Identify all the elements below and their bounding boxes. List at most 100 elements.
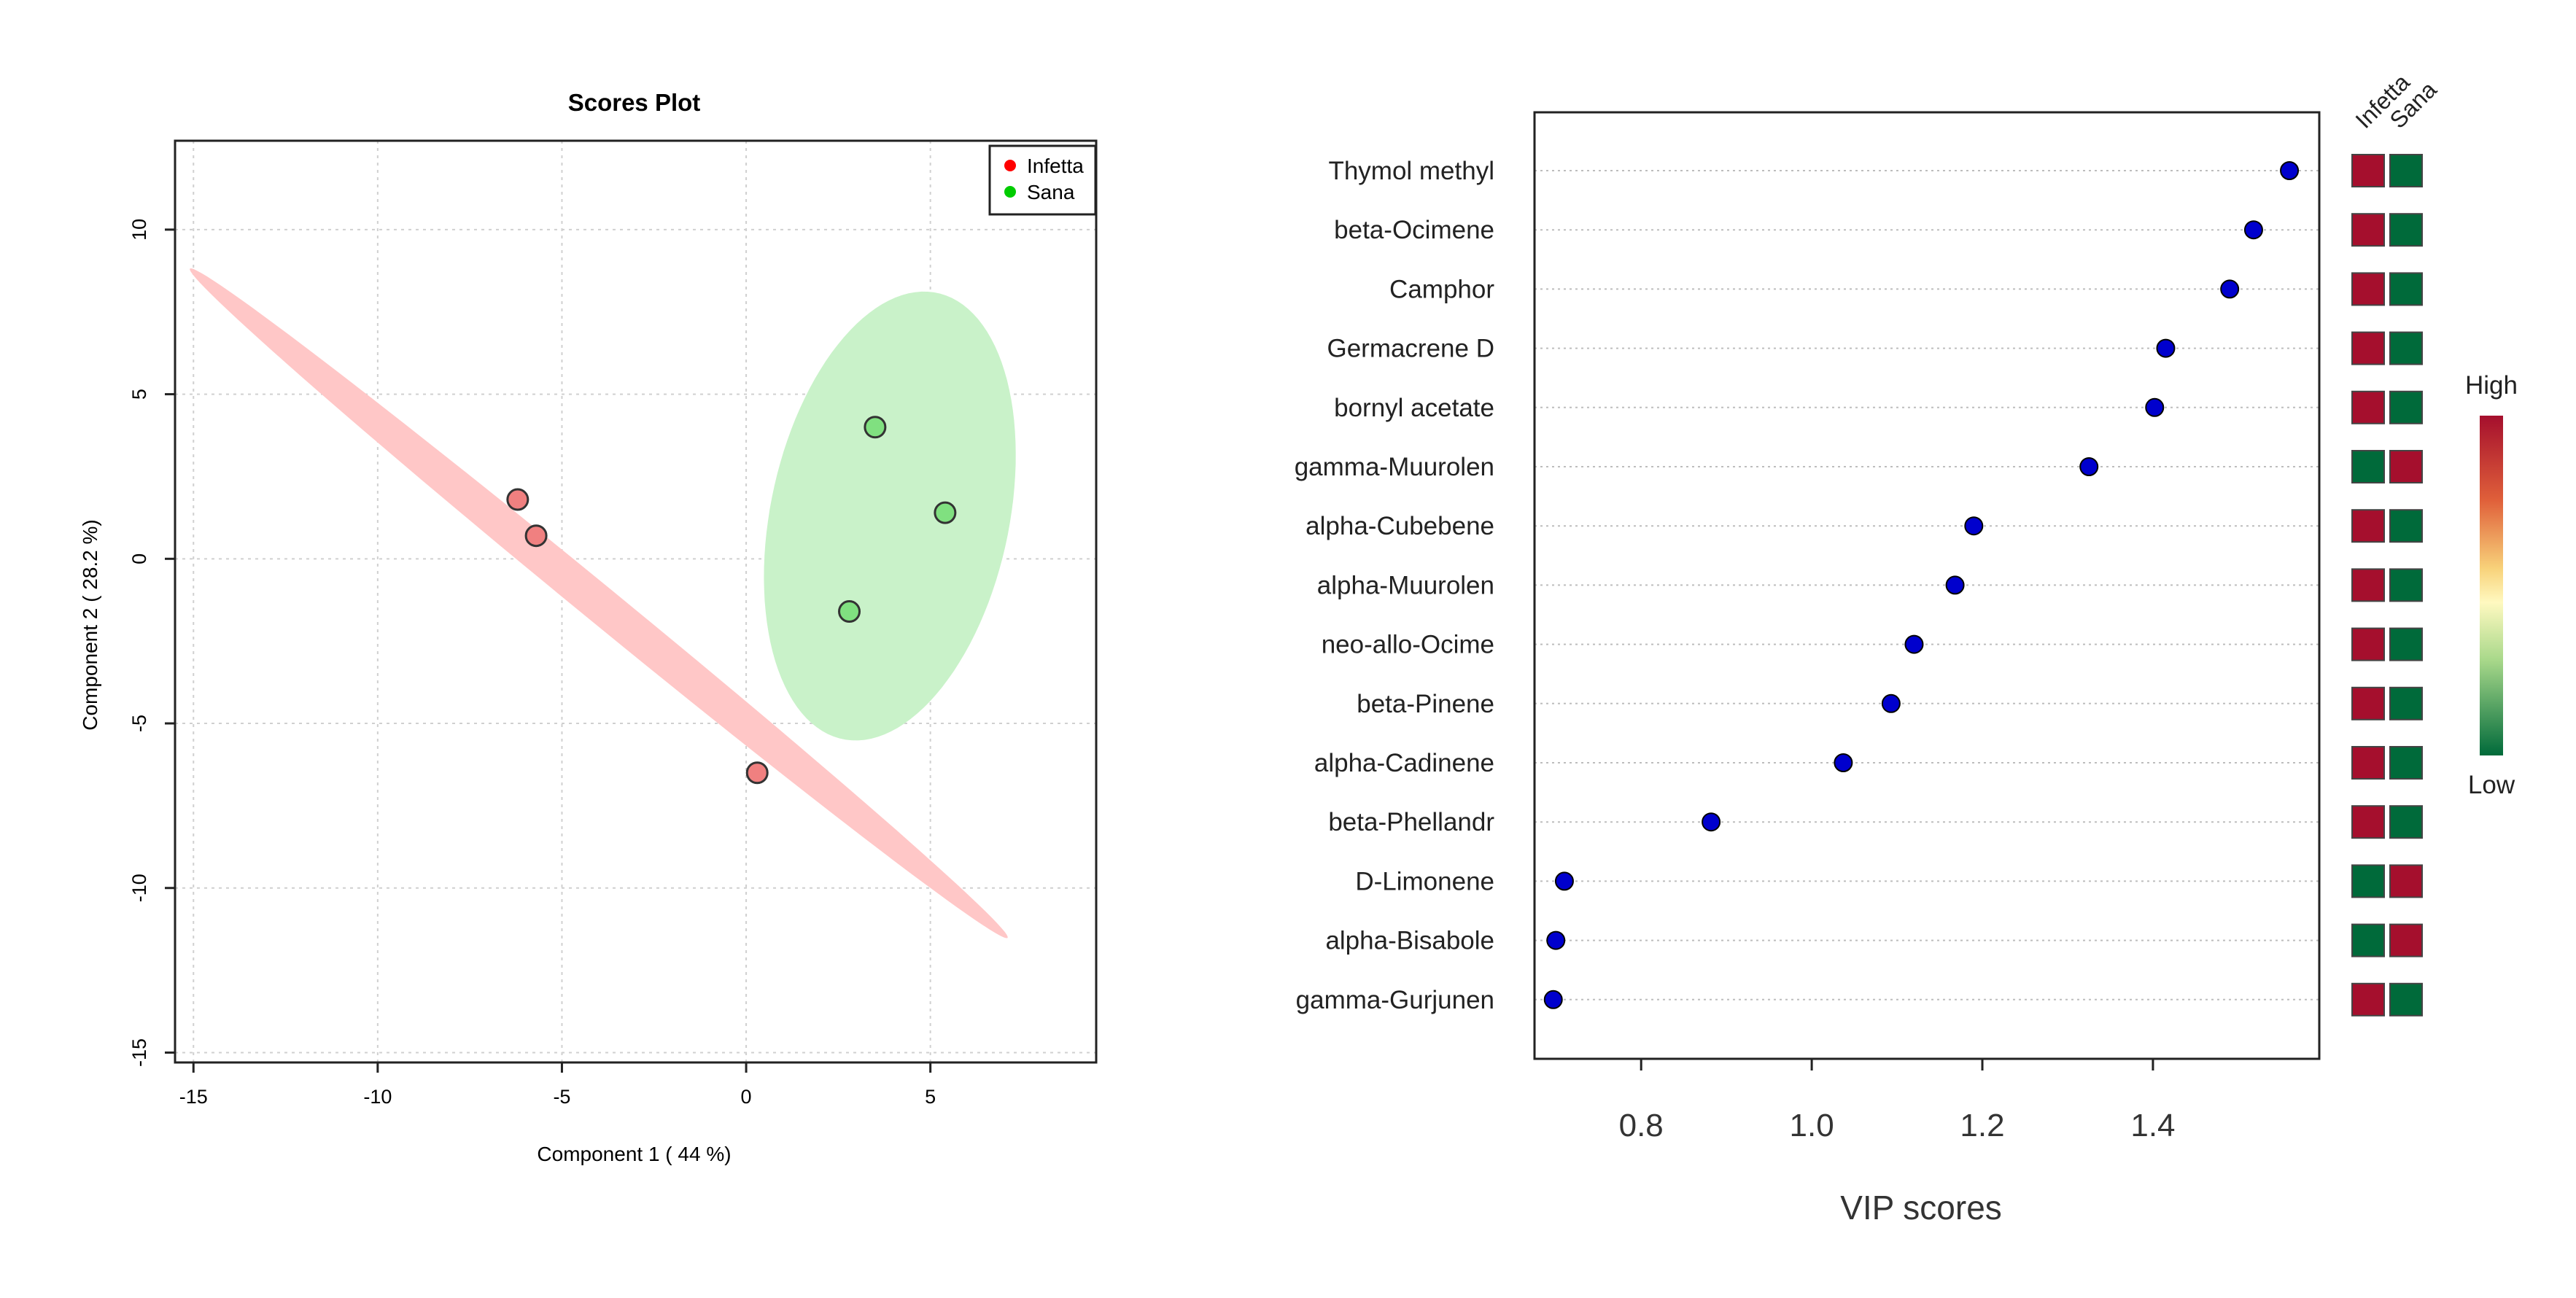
data-point-sana [934, 501, 957, 524]
feature-label: neo-allo-Ocime [1322, 631, 1494, 659]
heatmap-cell-sana [2389, 982, 2423, 1017]
x-tick-label: 0.8 [1619, 1108, 1664, 1143]
feature-label: alpha-Bisabole [1325, 927, 1494, 955]
heatmap-cell-infetta [2351, 686, 2385, 720]
chart-title: Scores Plot [568, 89, 701, 116]
heatmap-cell-sana [2389, 213, 2423, 247]
feature-label: beta-Pinene [1357, 690, 1494, 718]
feature-label: alpha-Cubebene [1306, 512, 1494, 540]
legend-marker-infetta [1004, 160, 1016, 171]
feature-label: beta-Ocimene [1334, 216, 1494, 244]
vip-point [1546, 930, 1566, 950]
feature-label: gamma-Gurjunen [1296, 986, 1494, 1014]
colorbar-high-label: High [2465, 371, 2518, 400]
scores-plot: -15 -10 -5 0 5 -15 -10 -5 0 5 10 Scores Plot Compone… [79, 89, 1098, 1165]
confidence-ellipse-infetta [190, 268, 1008, 938]
x-tick-label: 5 [925, 1086, 936, 1108]
heatmap-cell-sana [2389, 568, 2423, 602]
heatmap-cell-infetta [2351, 213, 2385, 247]
heatmap-cell-sana [2389, 627, 2423, 661]
heatmap-cell-sana [2389, 154, 2423, 187]
feature-label: alpha-Cadinene [1314, 749, 1494, 777]
data-point-sana [864, 416, 887, 439]
heatmap-cell-infetta [2351, 923, 2385, 957]
feature-label: gamma-Muurolen [1295, 453, 1494, 481]
data-point-sana [838, 600, 861, 623]
x-axis-label: Component 1 ( 44 %) [537, 1143, 731, 1165]
legend: Infetta Sana [988, 144, 1097, 216]
vip-point [1881, 693, 1901, 713]
heatmap-cell-infetta [2351, 331, 2385, 365]
heatmap-cell-sana [2389, 864, 2423, 898]
vip-point [1554, 871, 1574, 891]
heatmap-cell-sana [2389, 509, 2423, 543]
vip-point [1834, 753, 1853, 772]
feature-label: Germacrene D [1327, 335, 1494, 363]
y-axis-label: Component 2 ( 28.2 %) [79, 519, 101, 731]
heatmap-cell-infetta [2351, 805, 2385, 839]
feature-label: beta-Phellandr [1328, 808, 1494, 836]
heatmap-cell-infetta [2351, 272, 2385, 306]
y-tick-label: 0 [128, 553, 150, 564]
data-point-infetta [745, 761, 769, 785]
heatmap-cell-sana [2389, 272, 2423, 306]
heatmap-cell-infetta [2351, 450, 2385, 483]
heatmap-cell-infetta [2351, 509, 2385, 543]
heatmap-cell-sana [2389, 390, 2423, 424]
heatmap-cell-infetta [2351, 864, 2385, 898]
heatmap-cell-infetta [2351, 568, 2385, 602]
legend-label-infetta: Infetta [1027, 155, 1084, 177]
vip-point [1945, 575, 1965, 595]
colorbar [2480, 416, 2503, 755]
heatmap-cell-sana [2389, 450, 2423, 483]
y-tick-label: 10 [128, 219, 150, 241]
legend-label-sana: Sana [1027, 181, 1075, 203]
legend-box [988, 144, 1097, 216]
vip-point [1904, 634, 1924, 654]
y-tick-label: 5 [128, 389, 150, 400]
confidence-ellipse-sana [764, 291, 1016, 741]
vip-point [1543, 990, 1563, 1009]
y-tick-label: -15 [128, 1038, 150, 1067]
heatmap-cell-infetta [2351, 746, 2385, 780]
vip-point [2280, 161, 2300, 180]
vip-plot: Thymol methyl beta-Ocimene Camphor Germacre… [1295, 69, 2518, 1227]
heatmap-cell-sana [2389, 746, 2423, 780]
feature-label: alpha-Muurolen [1317, 571, 1494, 599]
data-point-infetta [524, 524, 548, 548]
vip-point [2079, 457, 2099, 476]
plot-frame [1533, 111, 2321, 1060]
vip-point [1964, 516, 1984, 536]
feature-label: bornyl acetate [1334, 394, 1494, 422]
x-axis-label: VIP scores [1840, 1189, 2002, 1227]
legend-marker-sana [1004, 186, 1016, 198]
y-tick-label: -5 [128, 715, 150, 732]
feature-label: Thymol methyl [1328, 157, 1494, 185]
x-tick-label: -15 [179, 1086, 208, 1108]
vip-point [1702, 812, 1721, 832]
heatmap-cell-sana [2389, 805, 2423, 839]
y-tick-label: -10 [128, 874, 150, 902]
plot-frame [174, 139, 1098, 1064]
heatmap-cell-infetta [2351, 390, 2385, 424]
x-tick-label: -5 [553, 1086, 570, 1108]
x-tick-label: 1.4 [2130, 1108, 2175, 1143]
vip-point [2243, 220, 2263, 240]
heatmap-cell-sana [2389, 923, 2423, 957]
x-tick-label: 1.0 [1790, 1108, 1834, 1143]
heatmap-cell-sana [2389, 331, 2423, 365]
heatmap-cell-sana [2389, 686, 2423, 720]
feature-label: Camphor [1389, 275, 1494, 303]
data-point-infetta [506, 488, 529, 511]
colorbar-low-label: Low [2468, 771, 2515, 799]
vip-point [2145, 397, 2165, 417]
feature-label: D-Limonene [1355, 867, 1494, 895]
heatmap-cell-infetta [2351, 154, 2385, 187]
vip-point [2220, 279, 2240, 299]
x-tick-label: 0 [741, 1086, 752, 1108]
heatmap-cell-infetta [2351, 627, 2385, 661]
x-tick-label: 1.2 [1960, 1108, 2004, 1143]
vip-point [2156, 338, 2176, 358]
x-tick-label: -10 [363, 1086, 392, 1108]
